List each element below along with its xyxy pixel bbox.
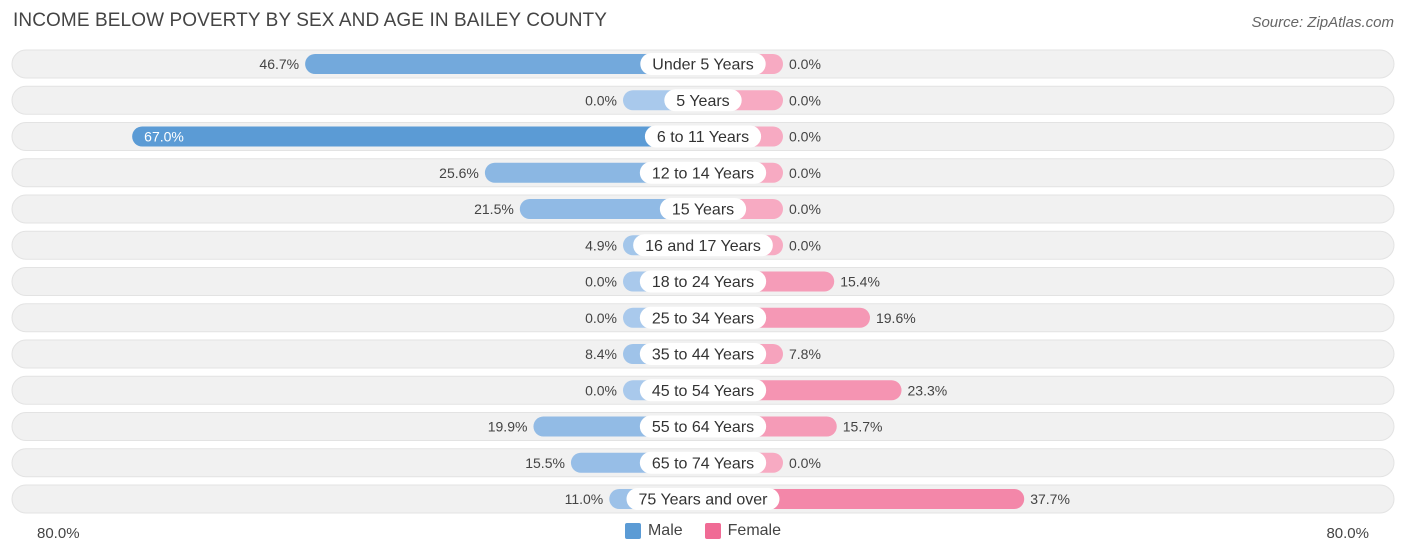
category-pill	[633, 234, 773, 257]
axis-label-right: 80.0%	[1326, 525, 1369, 542]
value-label-male: 11.0%	[565, 491, 604, 507]
value-label-male: 0.0%	[585, 92, 617, 108]
bar-male	[519, 199, 703, 219]
value-label-female: 15.7%	[843, 419, 883, 435]
bar-male	[305, 54, 703, 74]
category-label: 75 Years and over	[639, 492, 769, 509]
value-label-male: 46.7%	[259, 56, 299, 72]
category-label: 12 to 14 Years	[652, 165, 754, 182]
value-label-female: 15.4%	[840, 274, 880, 290]
value-label-male: 0.0%	[585, 310, 617, 326]
value-label-female: 0.0%	[789, 129, 821, 145]
value-label-female: 7.8%	[789, 346, 821, 362]
category-pill	[639, 306, 767, 329]
value-label-male: 21.5%	[474, 201, 514, 217]
value-label-male: 8.4%	[585, 346, 617, 362]
bar-female	[703, 489, 1025, 509]
axis-label-left: 80.0%	[37, 525, 80, 542]
bar-chart: 46.7% 0.0% Under 5 Years 0.0% 0.0% 5 Years 67.…	[11, 49, 1395, 514]
category-label: 18 to 24 Years	[652, 274, 754, 291]
legend-label-female: Female	[727, 522, 782, 539]
category-pill	[639, 343, 767, 365]
category-label: 35 to 44 Years	[652, 347, 754, 364]
category-label: 45 to 54 Years	[652, 383, 754, 400]
category-pill	[639, 415, 767, 438]
category-label: 6 to 11 Years	[657, 129, 749, 146]
category-pill	[640, 53, 766, 75]
value-label-male: 0.0%	[585, 274, 617, 290]
value-label-female: 0.0%	[789, 455, 821, 471]
value-label-male: 4.9%	[585, 237, 617, 253]
legend-item-female: Female	[704, 522, 782, 540]
category-pill	[664, 89, 742, 112]
category-pill	[626, 488, 780, 510]
value-label-female: 37.7%	[1030, 491, 1070, 507]
value-label-female: 0.0%	[789, 237, 821, 253]
value-label-male: 19.9%	[488, 419, 528, 435]
category-label: 15 Years	[672, 202, 734, 219]
category-pill	[659, 198, 747, 220]
value-label-female: 0.0%	[789, 92, 821, 108]
category-label: Under 5 Years	[652, 57, 753, 74]
category-label: 16 and 17 Years	[645, 238, 761, 255]
value-label-male: 15.5%	[525, 455, 565, 471]
value-label-female: 19.6%	[876, 310, 916, 326]
bar-male	[132, 126, 703, 147]
category-pill	[644, 125, 762, 148]
category-label: 55 to 64 Years	[652, 419, 754, 436]
category-pill	[639, 270, 767, 293]
value-label-female: 0.0%	[789, 56, 821, 72]
legend-swatch-female	[704, 523, 721, 539]
value-label-female: 0.0%	[789, 165, 821, 181]
legend-item-male: Male	[624, 522, 683, 540]
value-label-male: 67.0%	[144, 129, 184, 145]
source-note: Source: ZipAtlas.com	[1251, 14, 1394, 31]
legend-swatch-male	[624, 523, 641, 539]
legend: Male Female	[0, 522, 1406, 540]
chart-title: INCOME BELOW POVERTY BY SEX AND AGE IN B…	[13, 10, 608, 31]
category-label: 5 Years	[676, 93, 729, 110]
value-label-male: 25.6%	[439, 165, 479, 181]
value-label-male: 0.0%	[585, 382, 617, 398]
category-label: 65 to 74 Years	[652, 455, 754, 472]
category-pill	[639, 161, 767, 184]
category-pill	[639, 379, 767, 402]
value-label-female: 23.3%	[908, 382, 948, 398]
category-pill	[639, 451, 767, 474]
legend-label-male: Male	[647, 522, 683, 539]
value-label-female: 0.0%	[789, 201, 821, 217]
category-label: 25 to 34 Years	[652, 310, 754, 327]
